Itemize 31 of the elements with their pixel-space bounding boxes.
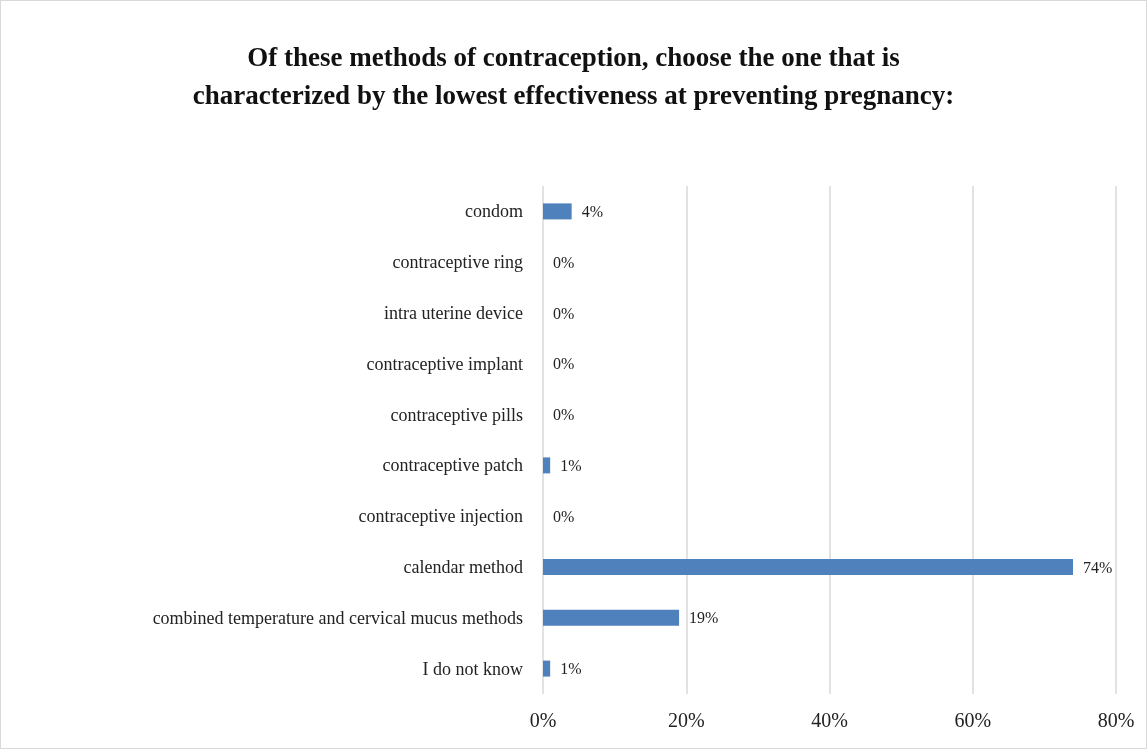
y-tick-label: contraceptive injection — [358, 506, 523, 527]
data-label: 0% — [553, 304, 575, 322]
bar — [543, 559, 1074, 575]
y-tick-label: condom — [465, 201, 523, 222]
data-label: 1% — [560, 660, 582, 678]
data-label: 0% — [553, 507, 575, 525]
x-tick-label: 20% — [667, 709, 705, 731]
x-tick-label: 0% — [529, 709, 557, 731]
y-tick-label: intra uterine device — [384, 303, 523, 323]
y-tick-label: contraceptive implant — [366, 353, 523, 374]
y-tick-label: calendar method — [403, 557, 523, 577]
bar — [543, 203, 572, 220]
bar — [543, 457, 551, 474]
x-tick-label: 60% — [954, 709, 992, 731]
bar — [543, 609, 680, 626]
chart-title: Of these methods of contraception, choose the one that is characterized by the lowest effectiveness at preventing pregnancy: — [192, 42, 955, 110]
y-tick-label: combined temperature and cervical mucus methods — [152, 607, 523, 628]
data-label: 4% — [581, 202, 603, 220]
data-label: 0% — [553, 406, 575, 424]
y-tick-label: contraceptive ring — [392, 252, 523, 273]
data-label: 0% — [553, 253, 575, 271]
data-label: 1% — [560, 456, 582, 474]
data-label: 19% — [689, 609, 719, 627]
data-label: 0% — [553, 355, 575, 373]
bar — [543, 660, 551, 677]
x-tick-label: 80% — [1097, 709, 1135, 731]
x-tick-label: 40% — [811, 709, 848, 731]
y-tick-label: I do not know — [422, 658, 523, 679]
data-label: 74% — [1083, 558, 1113, 576]
y-tick-label: contraceptive patch — [382, 455, 523, 476]
y-tick-label: contraceptive pills — [390, 404, 523, 425]
